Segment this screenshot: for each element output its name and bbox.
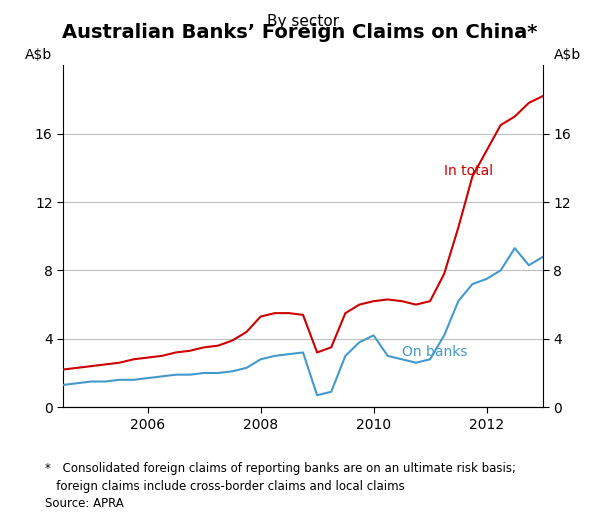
Title: By sector: By sector xyxy=(267,15,339,29)
Text: A$b: A$b xyxy=(554,48,581,62)
Text: In total: In total xyxy=(444,164,493,178)
Text: Source: APRA: Source: APRA xyxy=(45,497,124,510)
Text: * Consolidated foreign claims of reporting banks are on an ultimate risk basis;
: * Consolidated foreign claims of reporti… xyxy=(45,462,516,493)
Text: Australian Banks’ Foreign Claims on China*: Australian Banks’ Foreign Claims on Chin… xyxy=(62,23,538,42)
Text: A$b: A$b xyxy=(25,48,52,62)
Text: On banks: On banks xyxy=(402,346,467,360)
